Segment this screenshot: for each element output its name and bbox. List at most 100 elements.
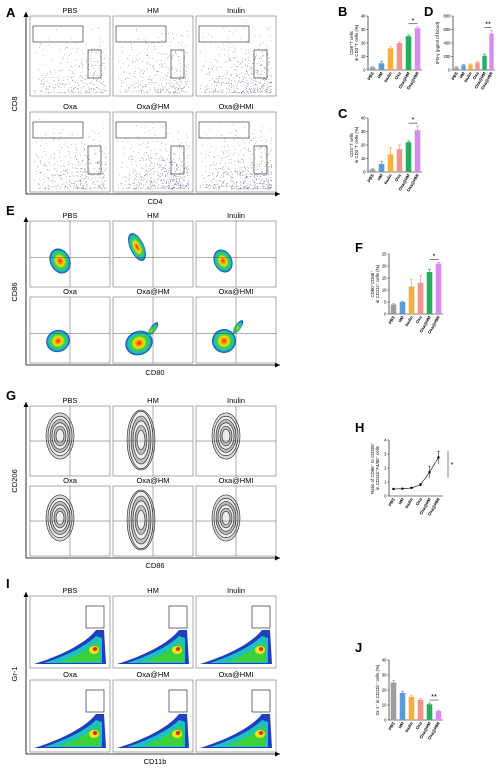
scatter-dot <box>48 188 50 189</box>
scatter-dot <box>171 56 173 58</box>
scatter-dot <box>77 90 79 92</box>
flow-title-i-0: PBS <box>62 586 77 595</box>
scatter-dot <box>179 177 181 179</box>
scatter-dot <box>267 174 269 175</box>
scatter-dot <box>141 157 142 159</box>
scatter-dot <box>67 172 69 173</box>
scatter-dot <box>146 166 148 168</box>
scatter-dot <box>161 83 163 85</box>
scatter-dot <box>170 181 171 182</box>
scatter-dot <box>155 186 156 188</box>
scatter-dot <box>152 172 154 173</box>
scatter-dot <box>246 175 247 177</box>
scatter-dot <box>51 74 52 76</box>
scatter-dot <box>230 180 231 182</box>
scatter-dot <box>176 183 177 185</box>
scatter-dot <box>56 29 57 30</box>
scatter-dot <box>94 73 96 75</box>
scatter-dot <box>104 188 106 190</box>
scatter-dot <box>244 73 246 75</box>
scatter-dot <box>133 86 135 88</box>
scatter-dot <box>271 148 273 149</box>
scatter-dot <box>265 164 267 165</box>
scatter-dot <box>76 185 78 187</box>
scatter-dot <box>268 64 270 66</box>
panel-label-b: B <box>338 4 347 19</box>
scatter-dot <box>77 88 79 90</box>
scatter-dot <box>180 187 182 189</box>
scatter-dot <box>258 177 260 179</box>
scatter-dot <box>257 63 259 64</box>
scatter-dot <box>264 67 266 69</box>
scatter-dot <box>236 186 237 188</box>
scatter-dot <box>233 139 235 140</box>
scatter-dot <box>259 87 261 89</box>
scatter-dot <box>237 170 238 172</box>
scatter-dot <box>149 186 151 188</box>
scatter-dot <box>141 77 143 78</box>
scatter-dot <box>218 92 219 94</box>
scatter-dot <box>84 172 85 173</box>
scatter-dot <box>242 174 243 176</box>
scatter-dot <box>71 77 72 78</box>
scatter-dot <box>148 92 150 94</box>
scatter-dot <box>240 188 242 190</box>
scatter-dot <box>212 78 213 80</box>
scatter-dot <box>51 84 53 86</box>
scatter-dot <box>58 76 60 78</box>
scatter-dot <box>131 49 133 50</box>
flow-title-g-5: Oxa@HMI <box>218 476 253 485</box>
scatter-dot <box>263 80 265 82</box>
scatter-dot <box>239 79 240 81</box>
scatter-dot <box>158 177 159 179</box>
scatter-dot <box>218 172 220 173</box>
scatter-dot <box>170 173 171 175</box>
scatter-dot <box>214 89 216 91</box>
scatter-dot <box>218 187 220 189</box>
contour-ring <box>221 511 231 525</box>
bar <box>378 163 385 172</box>
scatter-dot <box>265 48 266 50</box>
scatter-dot <box>237 88 238 90</box>
scatter-dot <box>248 51 250 53</box>
scatter-dot <box>174 154 176 156</box>
scatter-dot <box>266 188 268 189</box>
scatter-dot <box>76 87 78 89</box>
scatter-dot <box>91 48 92 50</box>
scatter-dot <box>162 183 164 185</box>
scatter-dot <box>127 78 129 80</box>
scatter-dot <box>84 171 86 173</box>
scatter-dot <box>68 184 70 185</box>
scatter-dot <box>104 90 105 91</box>
scatter-dot <box>244 187 246 189</box>
scatter-dot <box>174 87 176 89</box>
scatter-dot <box>92 92 94 94</box>
scatter-dot <box>150 183 152 185</box>
scatter-dot <box>84 75 86 77</box>
scatter-dot <box>136 125 137 127</box>
scatter-dot <box>79 65 81 67</box>
scatter-dot <box>221 48 223 50</box>
scatter-dot <box>246 176 247 178</box>
scatter-dot <box>177 163 178 165</box>
scatter-dot <box>37 166 39 168</box>
scatter-dot <box>105 164 107 165</box>
scatter-dot <box>186 161 188 163</box>
scatter-dot <box>76 159 77 160</box>
scatter-dot <box>143 92 145 94</box>
scatter-dot <box>246 92 247 94</box>
scatter-dot <box>221 186 222 187</box>
scatter-dot <box>227 174 229 176</box>
scatter-dot <box>167 33 169 35</box>
x-tick-label: Inulin <box>383 71 393 84</box>
scatter-dot <box>170 42 172 44</box>
scatter-dot <box>180 188 181 190</box>
scatter-dot <box>157 89 159 90</box>
scatter-dot <box>83 159 85 161</box>
scatter-dot <box>251 174 253 176</box>
scatter-dot <box>169 85 171 87</box>
flow-title-a-1: HM <box>147 6 159 15</box>
scatter-dot <box>152 168 153 169</box>
scatter-dot <box>128 186 130 188</box>
